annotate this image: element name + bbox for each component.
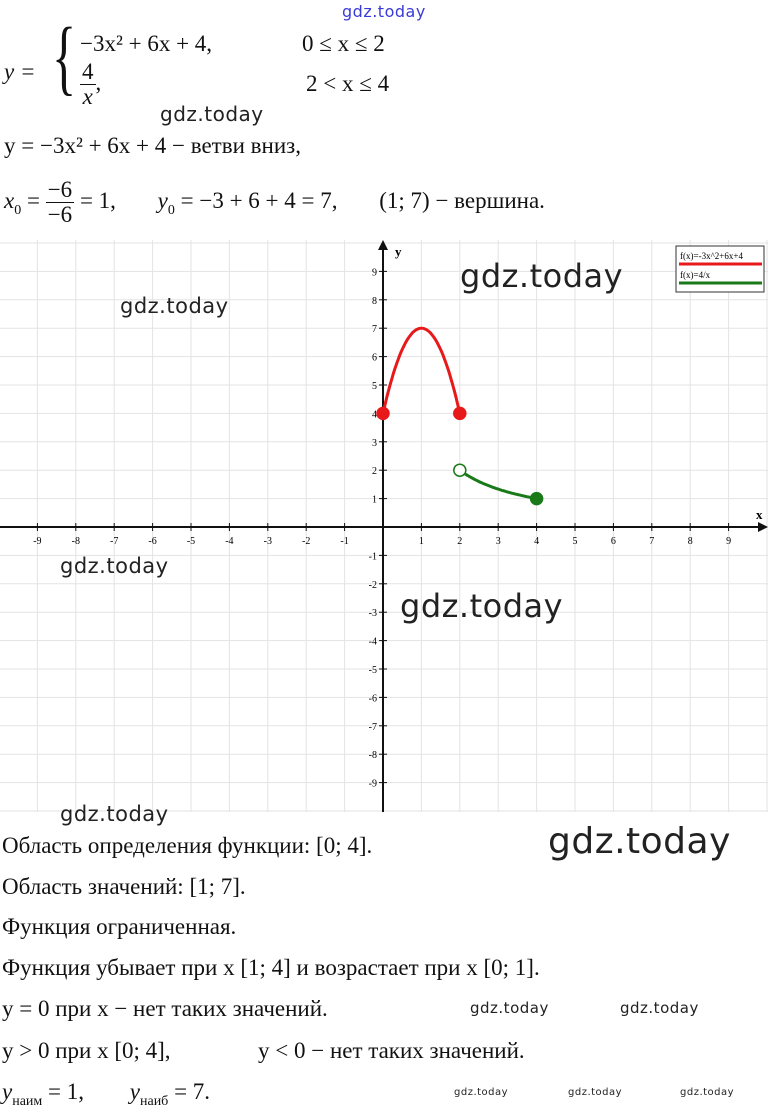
x-tick-label: -4 [225, 536, 233, 547]
watermark: gdz.today [620, 999, 699, 1017]
y-tick-label: 2 [372, 466, 377, 477]
branches-line: y = −3x² + 6x + 4 − ветви вниз, [4, 133, 301, 158]
max-value: = 7. [174, 1079, 211, 1104]
y-axis-arrow [378, 240, 388, 250]
x-tick-label: 6 [611, 536, 616, 547]
zeros-text: y = 0 при x − нет таких значений. [2, 996, 328, 1021]
sign-neg-text: y < 0 − нет таких значений. [258, 1038, 525, 1063]
formula-lhs: y = [4, 59, 36, 84]
x-tick-label: 9 [726, 536, 731, 547]
y-tick-label: -8 [369, 750, 377, 761]
series-curve [381, 326, 462, 414]
x-tick-label: 4 [534, 536, 539, 547]
watermark: gdz.today [120, 294, 229, 318]
legend-label: f(x)=-3x^2+6x+4 [680, 251, 743, 261]
y-tick-label: 3 [372, 438, 377, 449]
watermark: gdz.today [160, 102, 264, 126]
sign-pos-text: y > 0 при x [0; 4], [2, 1038, 171, 1063]
monotonic-text: Функция убывает при x [1; 4] и возрастае… [2, 955, 540, 980]
legend: f(x)=-3x^2+6x+4 f(x)=4/x [675, 245, 765, 293]
watermark: gdz.today [470, 999, 549, 1017]
x0-denominator: −6 [47, 202, 73, 228]
watermark: gdz.today [60, 554, 169, 578]
min-value: = 1, [48, 1079, 85, 1104]
endpoint-filled [376, 406, 390, 421]
domain-text: Область определения функции: [0; 4]. [2, 833, 373, 858]
watermark: gdz.today [568, 1087, 623, 1098]
y-tick-label: 8 [372, 296, 377, 307]
watermark: gdz.today [680, 1087, 735, 1098]
x-tick-label: -6 [148, 536, 156, 547]
function-graph: x y -9 -8 -7 -6 -5 -4 -3 -2 -1 1 2 3 4 5 6 7 8 9 -9 -8 -7 -6 -5 -… [0, 240, 768, 812]
min-label: наим [12, 1094, 43, 1109]
legend-label: f(x)=4/x [680, 270, 711, 280]
x-tick-label: 3 [496, 536, 501, 547]
y-tick-label: -9 [369, 779, 377, 790]
max-label: наиб [139, 1094, 169, 1109]
watermark: gdz.today [460, 257, 624, 295]
y-tick-label: -5 [369, 665, 377, 676]
case2-numerator: 4 [80, 59, 96, 86]
y-tick-label: 6 [372, 353, 377, 364]
x-tick-label: -8 [72, 536, 80, 547]
x-tick-label: 8 [688, 536, 693, 547]
watermark: gdz.today [400, 587, 564, 625]
y-tick-label: -6 [369, 693, 377, 704]
x-tick-label: -5 [187, 536, 195, 547]
y-tick-label: -1 [369, 551, 377, 562]
x0-numerator: −6 [45, 177, 75, 204]
formula-case1-cond: 0 ≤ x ≤ 2 [302, 31, 385, 56]
vertex-line: x0 = −6 −6 = 1, y0 = −3 + 6 + 4 = 7, (1; … [4, 177, 545, 228]
formula-case1-expr: −3x² + 6x + 4, [80, 31, 213, 56]
y-tick-label: 7 [372, 324, 377, 335]
bounded-text: Функция ограниченная. [2, 914, 237, 939]
watermark: gdz.today [60, 802, 169, 826]
x-axis-label: x [756, 507, 763, 522]
y-tick-label: 5 [372, 381, 377, 392]
y-tick-label: -2 [369, 580, 377, 591]
x-tick-label: 5 [573, 536, 578, 547]
y-tick-label: 1 [372, 495, 377, 506]
endpoint-filled [529, 491, 544, 506]
watermark: gdz.today [454, 1087, 509, 1098]
x-tick-label: -9 [33, 536, 41, 547]
y-tick-label: -4 [369, 637, 377, 648]
endpoint-open [453, 463, 467, 477]
extrema-line: yнаим = 1, yнаиб = 7. [2, 1079, 211, 1109]
brace: { [52, 11, 77, 104]
formula-case2-cond: 2 < x ≤ 4 [306, 71, 390, 96]
x-tick-label: -7 [110, 536, 118, 547]
y0-expr: = −3 + 6 + 4 = 7, [180, 187, 338, 213]
y-tick-label: 9 [372, 267, 377, 278]
watermark: gdz.today [342, 2, 426, 21]
vertex-text: (1; 7) − вершина. [379, 187, 545, 213]
x-tick-label: 2 [457, 536, 462, 547]
x-tick-label: -3 [264, 536, 272, 547]
y-axis-label: y [395, 244, 402, 259]
y-tick-label: 4 [372, 409, 377, 420]
x-tick-label: -2 [302, 536, 310, 547]
endpoint-filled [453, 406, 467, 421]
series-curve [458, 468, 537, 501]
x-tick-label: 7 [649, 536, 654, 547]
y-tick-label: -3 [369, 608, 377, 619]
range-text: Область значений: [1; 7]. [2, 874, 246, 899]
case2-denominator: x [82, 84, 93, 110]
x-tick-label: -1 [340, 536, 348, 547]
x0-result: = 1, [79, 187, 116, 213]
x-tick-label: 1 [419, 536, 424, 547]
y-tick-label: -7 [369, 722, 377, 733]
watermark: gdz.today [548, 821, 731, 862]
x-axis-arrow [758, 522, 768, 532]
